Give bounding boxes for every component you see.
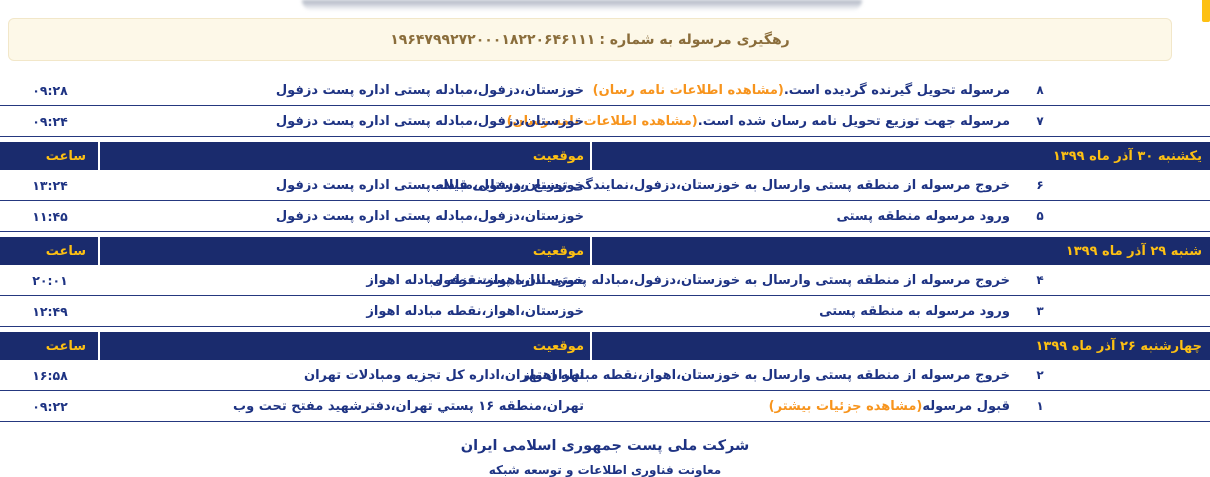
row-spacer xyxy=(1070,170,1210,200)
time-column-header: ساعت xyxy=(0,332,100,360)
row-number: ۷ xyxy=(1036,114,1044,128)
event-description: خروج مرسوله از منطقه پستی وارسال به خوزس… xyxy=(430,177,1010,193)
event-description: خروج مرسوله از منطقه پستی وارسال به خوزس… xyxy=(431,272,1010,288)
row-number: ۳ xyxy=(1036,304,1044,318)
row-number: ۱ xyxy=(1036,399,1044,413)
row-spacer xyxy=(1070,106,1210,136)
table-row: ۸ مرسوله تحویل گیرنده گردیده است.(مشاهده… xyxy=(0,75,1210,106)
date-separator-row: یکشنبه ۳۰ آذر ماه ۱۳۹۹ موقعیت ساعت xyxy=(0,142,1210,170)
location-column-header: موقعیت xyxy=(100,237,592,265)
row-number: ۲ xyxy=(1036,368,1044,382)
event-description: خروج مرسوله از منطقه پستی وارسال به خوزس… xyxy=(522,367,1011,383)
scrollbar-thumb[interactable] xyxy=(1202,0,1210,22)
row-spacer xyxy=(1070,265,1210,295)
event-location: خوزستان،دزفول،مبادله پستی اداره پست دزفو… xyxy=(275,208,584,224)
event-time: ۲۰:۰۱ xyxy=(32,272,68,288)
mail-carrier-info-link[interactable]: (مشاهده اطلاعات نامه رسان) xyxy=(506,113,698,129)
date-separator-row: چهارشنبه ۲۶ آذر ماه ۱۳۹۹ موقعیت ساعت xyxy=(0,332,1210,360)
table-row: ۲ خروج مرسوله از منطقه پستی وارسال به خو… xyxy=(0,360,1210,391)
event-time: ۰۹:۲۲ xyxy=(32,398,68,414)
row-spacer xyxy=(1070,391,1210,421)
table-row: ۷ مرسوله جهت توزیع تحویل نامه رسان شده ا… xyxy=(0,106,1210,137)
footer-secondary-line: معاونت فناوری اطلاعات و توسعه شبکه xyxy=(488,463,722,477)
tracking-number-banner: رهگیری مرسوله به شماره : ۱۹۶۴۷۹۹۲۷۲۰۰۰۱۸… xyxy=(8,18,1172,61)
top-cutoff-element-shadow xyxy=(302,0,862,11)
table-row: ۱ قبول مرسوله(مشاهده جزئیات بیشتر) تهران… xyxy=(0,391,1210,422)
row-number: ۸ xyxy=(1036,83,1044,97)
event-time: ۱۱:۴۵ xyxy=(32,208,68,224)
table-row: ۵ ورود مرسوله منطقه پستی خوزستان،دزفول،م… xyxy=(0,201,1210,232)
event-location: خوزستان،دزفول،مبادله پستی اداره پست دزفو… xyxy=(275,113,584,129)
event-location: خوزستان،دزفول،مبادله پستی اداره پست دزفو… xyxy=(275,177,584,193)
row-number: ۴ xyxy=(1036,273,1044,287)
event-description: مرسوله جهت توزیع تحویل نامه رسان شده است… xyxy=(697,113,1010,129)
event-description: قبول مرسوله xyxy=(922,398,1010,414)
table-row: ۳ ورود مرسوله به منطقه پستی خوزستان،اهوا… xyxy=(0,296,1210,327)
footer-company-name: شرکت ملی پست جمهوری اسلامی ایران xyxy=(460,438,750,454)
row-spacer xyxy=(1070,75,1210,105)
event-description: ورود مرسوله منطقه پستی xyxy=(836,208,1010,224)
row-number: ۵ xyxy=(1036,209,1044,223)
date-label: یکشنبه ۳۰ آذر ماه ۱۳۹۹ xyxy=(1052,148,1202,164)
event-time: ۱۲:۴۹ xyxy=(32,303,68,319)
location-column-header: موقعیت xyxy=(100,142,592,170)
event-location: خوزستان،اهواز،نقطه مبادله اهواز xyxy=(366,272,584,288)
time-column-header: ساعت xyxy=(0,237,100,265)
table-row: ۶ خروج مرسوله از منطقه پستی وارسال به خو… xyxy=(0,170,1210,201)
event-time: ۰۹:۲۴ xyxy=(32,113,68,129)
row-spacer xyxy=(1070,360,1210,390)
location-column-header: موقعیت xyxy=(100,332,592,360)
time-column-header: ساعت xyxy=(0,142,100,170)
event-description: ورود مرسوله به منطقه پستی xyxy=(819,303,1010,319)
row-number: ۶ xyxy=(1036,178,1044,192)
event-time: ۰۹:۲۸ xyxy=(32,82,68,98)
more-details-link[interactable]: (مشاهده جزئیات بیشتر) xyxy=(768,398,923,414)
row-spacer xyxy=(1070,296,1210,326)
tracking-events-table: ۸ مرسوله تحویل گیرنده گردیده است.(مشاهده… xyxy=(0,75,1210,422)
tracking-number: ۱۹۶۴۷۹۹۲۷۲۰۰۰۱۸۲۲۰۶۴۶۱۱۱ xyxy=(390,31,596,48)
row-spacer xyxy=(1070,201,1210,231)
event-location: تهران،منطقه ۱۶ پستي تهران،دفترشهید مفتح … xyxy=(233,398,584,414)
mail-carrier-info-link[interactable]: (مشاهده اطلاعات نامه رسان) xyxy=(592,82,784,98)
event-location: خوزستان،اهواز،نقطه مبادله اهواز xyxy=(366,303,584,319)
date-label: شنبه ۲۹ آذر ماه ۱۳۹۹ xyxy=(1065,243,1202,259)
event-time: ۱۳:۲۴ xyxy=(32,177,68,193)
date-separator-row: شنبه ۲۹ آذر ماه ۱۳۹۹ موقعیت ساعت xyxy=(0,237,1210,265)
event-description: مرسوله تحویل گیرنده گردیده است. xyxy=(783,82,1010,98)
event-time: ۱۶:۵۸ xyxy=(32,367,68,383)
tracking-banner-label: رهگیری مرسوله به شماره : xyxy=(599,31,790,48)
event-location: تهران،تهران،اداره کل تجزیه ومبادلات تهرا… xyxy=(303,367,584,383)
event-location: خوزستان،دزفول،مبادله پستی اداره پست دزفو… xyxy=(275,82,584,98)
date-label: چهارشنبه ۲۶ آذر ماه ۱۳۹۹ xyxy=(1035,338,1202,354)
table-row: ۴ خروج مرسوله از منطقه پستی وارسال به خو… xyxy=(0,265,1210,296)
